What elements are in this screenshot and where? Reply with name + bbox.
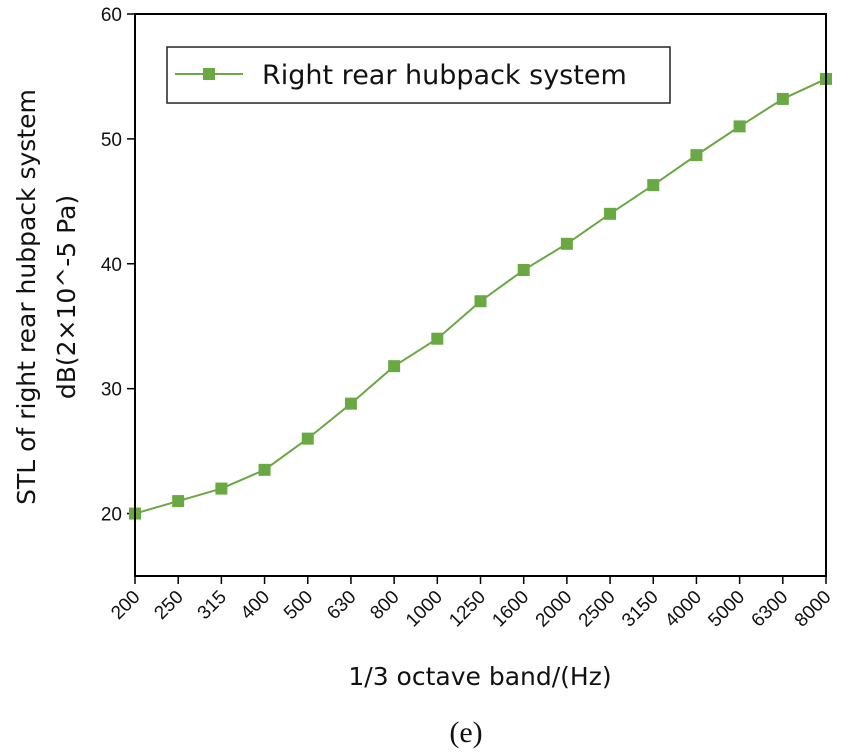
data-point-1000 [431,332,444,345]
data-point-1250 [474,295,487,308]
legend: Right rear hubpack system [166,46,671,104]
x-tick-label-3150: 3150 [618,587,663,632]
x-tick-label-1250: 1250 [445,587,490,632]
data-point-2500 [604,207,617,220]
legend-series-marker [203,68,215,80]
x-tick-label-1600: 1600 [488,587,533,632]
y-tick-label-40: 40 [101,255,122,276]
x-tick-label-6300: 6300 [748,587,793,632]
data-point-2000 [560,237,573,250]
x-tick-label-8000: 8000 [791,587,836,632]
x-tick-label-315: 315 [194,587,231,624]
x-tick-label-500: 500 [280,587,317,624]
series-layer [129,72,832,520]
y-axis-ticks: 20 30 40 50 60 [101,5,135,526]
x-tick-label-2000: 2000 [532,587,577,632]
x-tick-label-800: 800 [366,587,403,624]
x-tick-label-2500: 2500 [575,587,620,632]
data-point-1600 [517,264,530,277]
data-point-250 [172,495,185,508]
x-axis-ticks: 200 250 315 400 500 630 8001000125016002000250… [107,576,836,632]
legend-box [166,46,671,104]
data-point-630 [344,397,357,410]
data-point-400 [258,463,271,476]
y-tick-label-20: 20 [101,505,122,526]
x-tick-label-630: 630 [323,587,360,624]
x-axis-title: 1/3 octave band/(Hz) [348,662,611,691]
plot-frame [134,13,827,577]
x-tick-label-400: 400 [237,587,274,624]
data-point-5000 [733,120,746,133]
x-tick-label-5000: 5000 [704,587,749,632]
data-point-315 [215,482,228,495]
x-tick-label-200: 200 [107,587,144,624]
data-point-4000 [690,149,703,162]
y-tick-label-60: 60 [101,5,122,26]
data-point-3150 [647,179,660,192]
data-point-800 [388,360,401,373]
y-tick-label-30: 30 [101,380,122,401]
figure-caption: (e) [449,716,482,749]
y-tick-label-50: 50 [101,130,122,151]
legend-label: Right rear hubpack system [262,60,627,91]
y-axis-title-line1: STL of right rear hubpack system [12,89,41,505]
data-point-6300 [776,92,789,105]
x-tick-label-1000: 1000 [402,587,447,632]
x-tick-label-250: 250 [150,587,187,624]
x-tick-label-4000: 4000 [661,587,706,632]
y-axis-title-line2: dB(2×10^-5 Pa) [52,195,81,399]
data-point-500 [301,432,314,445]
